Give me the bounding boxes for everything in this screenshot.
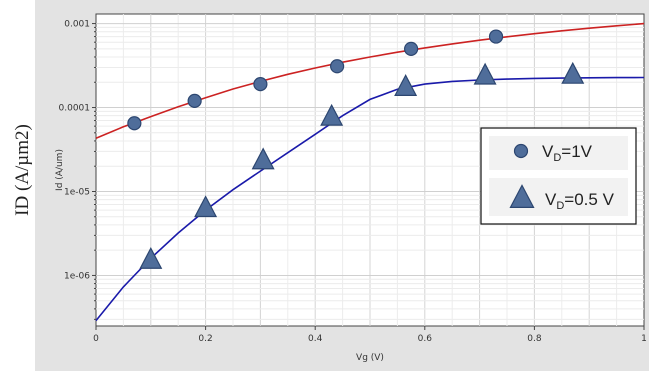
data-point-triangle — [473, 62, 497, 85]
y-tick-label: 1e-06 — [64, 271, 90, 281]
legend: VD=1V VD=0.5 V — [480, 127, 637, 225]
x-tick-label: 1 — [641, 334, 647, 344]
data-point-circle — [404, 41, 419, 56]
y-axis-ticks: 1e-06 1e-05 0.0001 0.001 — [59, 20, 96, 320]
y-tick-label: 1e-05 — [64, 187, 90, 197]
data-point-triangle — [394, 74, 418, 96]
y-tick-label: 0.0001 — [59, 104, 91, 114]
data-point-circle — [330, 59, 345, 74]
x-tick-label: 0.8 — [527, 334, 542, 344]
legend-label: VD=1V — [542, 142, 593, 164]
legend-entry-bg — [489, 178, 628, 216]
x-tick-label: 0.2 — [198, 334, 212, 344]
series-curves — [95, 22, 645, 322]
legend-marker-circle — [513, 143, 529, 159]
x-tick-label: 0 — [93, 334, 99, 344]
data-point-circle — [187, 93, 202, 108]
data-point-triangle — [194, 195, 218, 218]
x-axis-ticks: 0 0.2 0.4 0.6 0.8 1 — [93, 326, 647, 344]
x-tick-label: 0.6 — [418, 334, 433, 344]
y-tick-label: 0.001 — [64, 20, 90, 30]
x-tick-label: 0.4 — [308, 334, 323, 344]
series-markers — [127, 29, 585, 269]
data-point-circle — [488, 29, 504, 44]
data-point-triangle — [251, 147, 275, 170]
data-point-circle — [253, 77, 268, 92]
data-point-triangle — [320, 103, 344, 126]
data-point-circle — [127, 116, 142, 131]
legend-entry-bg — [489, 136, 628, 170]
legend-marker-triangle — [509, 184, 535, 208]
series-line-2 — [95, 76, 645, 322]
x-axis-label: Vg (V) — [356, 353, 384, 363]
series-line-1 — [95, 22, 645, 140]
data-point-triangle — [561, 61, 585, 84]
legend-label: VD=0.5 V — [545, 190, 615, 212]
y-axis-label: Id (A/um) — [55, 149, 65, 191]
data-point-triangle — [139, 246, 163, 269]
